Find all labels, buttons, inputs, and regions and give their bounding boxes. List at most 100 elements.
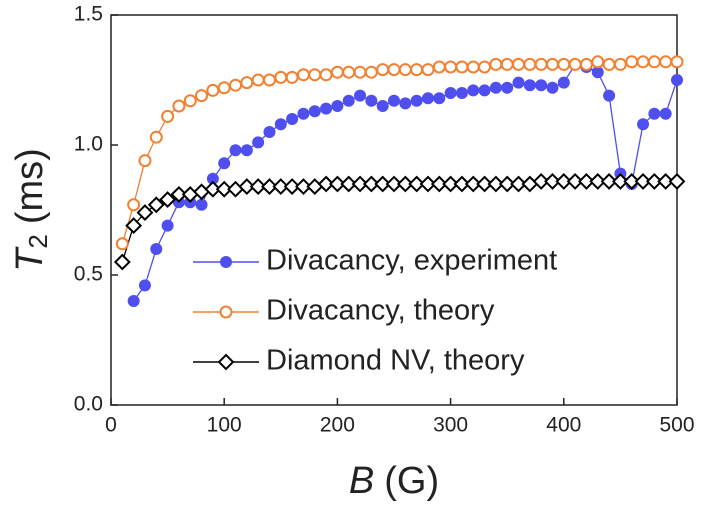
marker	[444, 60, 458, 74]
marker	[385, 175, 403, 193]
marker	[138, 279, 151, 292]
marker	[500, 57, 514, 71]
marker	[659, 55, 673, 69]
marker	[376, 100, 389, 112]
marker	[591, 55, 605, 69]
marker	[600, 172, 618, 190]
marker	[591, 66, 604, 79]
marker	[478, 84, 491, 97]
marker	[127, 198, 141, 212]
marker	[512, 76, 525, 89]
legend-text: Diamond NV, theory	[266, 345, 525, 377]
marker	[532, 172, 550, 190]
marker	[544, 172, 561, 190]
marker	[634, 172, 652, 190]
marker	[317, 175, 335, 193]
marker	[566, 172, 584, 190]
marker	[328, 175, 346, 193]
marker	[319, 68, 333, 82]
marker	[161, 219, 174, 232]
marker	[125, 217, 143, 235]
marker	[283, 178, 301, 196]
marker	[340, 175, 358, 193]
marker	[308, 68, 322, 82]
legend-text: Divacancy, experiment	[266, 245, 557, 277]
y-tick-label: 1.5	[74, 3, 103, 26]
marker	[147, 196, 165, 214]
marker	[183, 94, 197, 108]
marker	[195, 89, 209, 103]
marker	[487, 175, 505, 193]
marker	[534, 57, 548, 71]
marker	[354, 89, 367, 102]
marker	[467, 84, 480, 97]
marker	[659, 107, 672, 120]
marker	[136, 204, 154, 222]
marker	[455, 60, 469, 74]
marker	[557, 57, 571, 71]
marker	[127, 295, 140, 307]
marker	[512, 57, 526, 71]
marker	[648, 107, 661, 120]
marker	[466, 60, 480, 74]
marker	[398, 63, 412, 77]
marker	[262, 73, 276, 87]
marker	[623, 172, 641, 190]
marker	[645, 172, 663, 190]
marker	[195, 198, 208, 211]
marker	[240, 76, 254, 90]
marker	[387, 63, 401, 77]
marker	[170, 185, 188, 203]
marker	[149, 130, 163, 144]
marker	[286, 113, 299, 125]
marker	[365, 94, 378, 107]
marker	[353, 65, 367, 79]
marker	[455, 87, 468, 99]
legend-marker	[217, 353, 235, 371]
marker	[342, 65, 356, 79]
marker	[613, 57, 627, 71]
marker	[285, 70, 299, 84]
x-tick-label: 200	[320, 414, 355, 437]
marker	[252, 136, 265, 149]
marker	[263, 126, 276, 138]
marker	[523, 79, 536, 92]
marker	[611, 172, 629, 190]
marker	[320, 102, 333, 115]
marker	[579, 57, 593, 71]
x-tick-label: 400	[546, 414, 581, 437]
marker	[342, 94, 355, 107]
marker	[636, 55, 650, 69]
marker	[430, 175, 448, 193]
marker	[625, 55, 639, 69]
marker	[206, 83, 220, 97]
marker	[206, 172, 219, 185]
marker	[603, 89, 616, 102]
marker	[296, 68, 310, 82]
marker	[535, 79, 548, 92]
marker	[261, 178, 278, 196]
marker	[510, 175, 527, 193]
marker	[637, 118, 650, 131]
legend-marker	[219, 305, 233, 319]
marker	[568, 57, 582, 71]
marker	[331, 100, 344, 112]
marker	[364, 65, 378, 79]
y-label-symbol: T	[9, 246, 51, 272]
marker	[521, 175, 539, 193]
marker	[410, 63, 424, 77]
marker	[159, 191, 177, 209]
marker	[464, 175, 482, 193]
marker	[478, 60, 492, 74]
x-tick-label: 100	[207, 414, 242, 437]
marker	[501, 81, 514, 94]
marker	[419, 175, 437, 193]
marker	[421, 63, 435, 77]
x-label-unit: (G)	[384, 460, 439, 502]
marker	[215, 180, 233, 198]
marker	[396, 175, 414, 193]
marker	[330, 65, 344, 79]
legend-marker	[220, 256, 232, 268]
marker	[602, 57, 616, 71]
marker	[217, 81, 231, 95]
